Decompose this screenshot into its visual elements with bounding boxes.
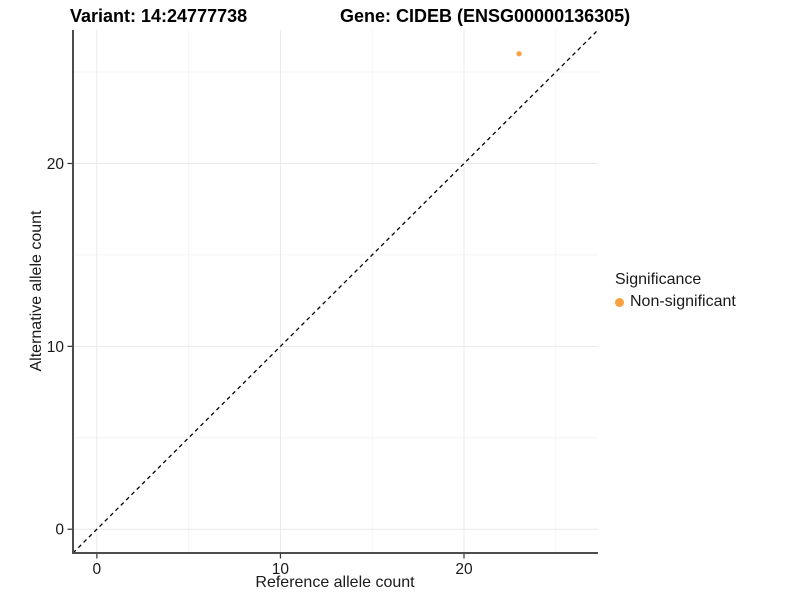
svg-text:10: 10 (272, 561, 290, 578)
y-axis-label: Alternative allele count (28, 210, 45, 372)
legend-title: Significance (615, 271, 702, 288)
plot-title-gene: Gene: CIDEB (ENSG00000136305) (340, 6, 631, 26)
legend-point-icon (615, 297, 624, 307)
svg-text:20: 20 (47, 156, 65, 173)
x-axis-label: Reference allele count (255, 574, 415, 591)
plot-title-variant: Variant: 14:24777738 (70, 6, 248, 26)
legend-item-non-significant: Non-significant (615, 293, 736, 311)
svg-text:0: 0 (55, 522, 64, 539)
legend-item-label: Non-significant (630, 293, 736, 310)
svg-text:10: 10 (47, 339, 65, 356)
legend: Significance Non-significant (615, 271, 736, 311)
svg-text:20: 20 (455, 561, 473, 578)
svg-text:0: 0 (93, 561, 102, 578)
